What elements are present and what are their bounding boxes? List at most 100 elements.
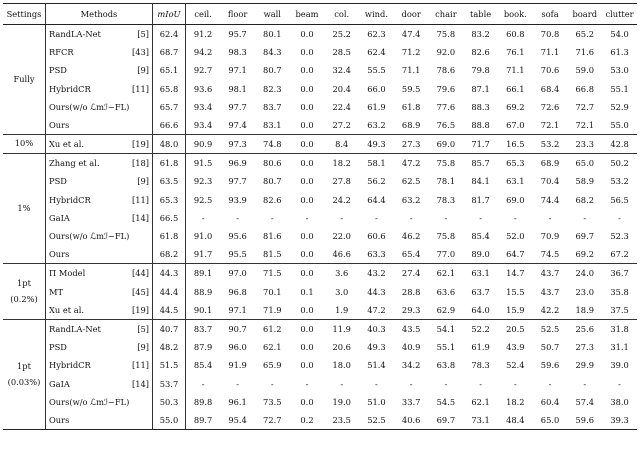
class-iou-cell: 94.2	[193, 47, 213, 58]
class-iou-cell: -	[270, 212, 274, 223]
class-iou-cell: 0.1	[300, 286, 314, 297]
class-iou-cell: 54.1	[436, 323, 456, 334]
class-iou-cell: 84.3	[263, 47, 282, 58]
method-name: Zhang et al.	[49, 158, 100, 169]
class-iou-cell: 97.4	[220, 115, 255, 136]
class-iou-cell: 72.1	[567, 115, 603, 136]
class-iou-cell: 71.5	[263, 268, 282, 279]
class-iou-cell: 80.7	[263, 65, 282, 76]
class-iou-cell: 79.6	[436, 83, 456, 94]
class-iou-cell: 35.8	[610, 286, 629, 297]
class-iou-cell: 11.9	[332, 323, 351, 334]
method-ref: [45]	[131, 286, 149, 297]
class-iou-cell: 95.4	[220, 410, 255, 431]
miou-cell: 48.0	[152, 134, 186, 155]
class-iou-cell: 69.0	[506, 194, 525, 205]
class-iou-cell: 68.2	[575, 194, 594, 205]
class-iou-cell: 72.7	[254, 410, 290, 431]
class-iou-cell: 19.0	[332, 396, 351, 407]
class-iou-cell: 79.8	[471, 65, 490, 76]
class-iou-cell: 33.7	[401, 396, 421, 407]
class-iou-cell: 18.9	[567, 300, 603, 320]
class-iou-cell: 95.7	[228, 28, 247, 39]
class-iou-cell: -	[583, 212, 587, 223]
class-iou-cell: 84.1	[471, 176, 490, 187]
class-iou-cell: 65.4	[393, 245, 429, 265]
method-name: PSD	[49, 65, 67, 76]
class-iou-cell: 52.0	[506, 231, 525, 241]
class-iou-cell: 0.0	[300, 158, 314, 169]
class-iou-cell: 91.9	[228, 360, 247, 371]
class-iou-cell: -	[548, 212, 552, 223]
class-iou-cell: -	[270, 378, 274, 389]
class-iou-cell: 55.1	[436, 342, 456, 353]
class-iou-cell: 98.3	[228, 47, 247, 58]
header-table: table	[463, 3, 498, 25]
class-iou-cell: 67.2	[602, 245, 637, 265]
class-iou-cell: 27.3	[575, 342, 594, 353]
setting-label: 1pt	[17, 277, 31, 288]
class-iou-cell: 0.0	[300, 268, 314, 279]
method-ref: [18]	[131, 158, 149, 169]
header-methods: Methods	[45, 3, 153, 25]
class-iou-cell: 91.7	[185, 245, 221, 265]
class-iou-cell: 68.9	[540, 158, 560, 169]
miou-cell: 66.6	[152, 115, 186, 136]
class-iou-cell: 97.0	[228, 268, 247, 279]
class-iou-cell: 64.7	[497, 245, 533, 265]
class-iou-cell: 89.8	[193, 396, 213, 407]
table-row: 1% Zhang et al. [18] 61.8 91.5 96.9 80.6 0.0 18.…	[3, 153, 637, 265]
class-iou-cell: 15.9	[497, 300, 533, 320]
method-name: Ours	[49, 414, 70, 425]
miou-cell: 68.7	[152, 43, 186, 62]
miou-cell: 44.5	[152, 300, 186, 320]
miou-cell: 65.1	[152, 61, 186, 80]
table-row: Ours 66.6 93.4 97.4 83.1 0.0 27.2 63.2 68.9 76.5 8…	[3, 115, 637, 136]
class-iou-cell: 61.9	[367, 101, 386, 112]
class-iou-cell: 71.1	[401, 65, 421, 76]
class-iou-cell: 60.4	[540, 396, 560, 407]
class-iou-cell: 65.3	[506, 158, 525, 169]
class-iou-cell: 88.3	[471, 101, 490, 112]
class-iou-cell: 67.0	[497, 115, 533, 136]
class-iou-cell: 68.4	[540, 83, 560, 94]
class-iou-cell: 64.0	[463, 300, 498, 320]
class-iou-cell: 62.9	[428, 300, 464, 320]
class-iou-cell: 43.5	[401, 323, 421, 334]
setting-cell: 1pt (0.2%)	[3, 263, 46, 320]
class-iou-cell: 24.0	[575, 268, 594, 279]
miou-cell: 53.7	[152, 374, 186, 393]
class-iou-cell: 72.7	[575, 101, 594, 112]
class-iou-cell: 62.1	[471, 396, 490, 407]
miou-cell: 66.5	[152, 208, 186, 228]
miou-cell: 62.4	[152, 24, 186, 44]
class-iou-cell: 8.4	[324, 134, 360, 155]
method-name: PSD	[49, 176, 67, 187]
class-iou-cell: 88.8	[463, 115, 498, 136]
miou-cell: 65.8	[152, 79, 186, 98]
method-ref: [14]	[131, 212, 149, 223]
class-iou-cell: -	[201, 212, 205, 223]
header-book: book.	[497, 3, 533, 25]
table-row: Ours(w/o ℒmℐ−FL) 65.7 93.4 97.7 83.7 0.0 22.4 6…	[3, 97, 637, 116]
class-iou-cell: 91.0	[193, 231, 213, 241]
class-iou-cell: 91.2	[193, 28, 213, 39]
class-iou-cell: 65.9	[263, 360, 282, 371]
class-iou-cell: -	[375, 378, 378, 389]
class-iou-cell: 27.4	[401, 268, 421, 279]
class-iou-cell: 89.1	[193, 268, 213, 279]
method-ref: [9]	[137, 176, 149, 187]
class-iou-cell: 42.8	[602, 134, 637, 155]
header-settings: Settings	[3, 3, 46, 25]
table-row: MT [45] 44.4 88.9 96.8 70.1 0.1 3.0 44.3 28.8 63.6…	[3, 282, 637, 301]
class-iou-cell: 63.6	[436, 286, 456, 297]
class-iou-cell: 50.7	[540, 342, 560, 353]
results-table: Settings Methods mIoU ceil. floor wall b…	[3, 3, 637, 431]
class-iou-cell: 64.4	[367, 194, 386, 205]
header-chair: chair	[428, 3, 464, 25]
class-iou-cell: 55.5	[367, 65, 386, 76]
class-iou-cell: 40.6	[393, 410, 429, 431]
class-iou-cell: 69.0	[428, 134, 464, 155]
table-row: HybridCR [11] 51.5 85.4 91.9 65.9 0.0 18.0 51.4 3…	[3, 356, 637, 375]
class-iou-cell: 63.2	[401, 194, 421, 205]
